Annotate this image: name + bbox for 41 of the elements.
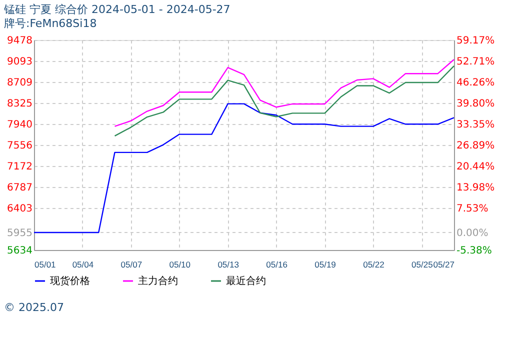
y2-tick-label: 0.00%	[456, 228, 488, 239]
line-series	[33, 103, 455, 234]
x-tick-label: 05/10	[169, 260, 191, 270]
text: © 2025.07	[4, 301, 64, 314]
x-tick-label: 05/07	[120, 260, 142, 270]
line-series	[114, 58, 455, 127]
y2-tick-label: 52.71%	[456, 56, 495, 68]
x-tick-label: 05/01	[34, 260, 56, 270]
x-tick-label: 05/04	[72, 260, 94, 270]
x-tick-label: 05/27	[433, 260, 455, 270]
x-tick-label: 05/22	[363, 260, 385, 270]
y-tick-label: 8325	[7, 98, 32, 110]
y-tick-label: 8709	[7, 78, 32, 89]
legend-label: 主力合约	[138, 275, 178, 287]
y-tick-label: 5634	[7, 246, 32, 256]
x-tick-label: 05/16	[266, 260, 288, 270]
x-tick-label: 05/19	[314, 260, 336, 270]
y2-tick-label: 59.17%	[456, 36, 495, 46]
y-tick-label: 9478	[7, 36, 32, 46]
y2-tick-label: 39.80%	[456, 98, 495, 110]
legend-label: 最近合约	[226, 275, 266, 287]
x-tick-label: 05/25	[412, 260, 434, 270]
y2-tick-label: 13.98%	[456, 182, 495, 194]
y2-tick-label: 7.53%	[456, 204, 488, 214]
line-series	[114, 65, 455, 137]
chart-subtitle: 牌号:FeMn68Si18	[4, 17, 97, 30]
y-tick-label: 6403	[7, 203, 32, 214]
y-tick-label: 5955	[7, 228, 32, 239]
y-tick-label: 7172	[7, 161, 32, 172]
legend-label: 现货价格	[50, 275, 90, 287]
y2-tick-label: 46.26%	[456, 78, 495, 88]
y-tick-label: 6787	[7, 182, 32, 194]
y2-tick-label: 33.35%	[456, 120, 495, 130]
x-tick-label: 05/13	[218, 260, 240, 270]
y-tick-label: 9093	[7, 56, 32, 68]
y-tick-label: 7556	[7, 140, 32, 152]
y2-tick-label: -5.38%	[456, 246, 492, 256]
y2-tick-label: 26.89%	[456, 140, 495, 152]
chart-title: 锰硅 宁夏 综合价 2024-05-01 - 2024-05-27	[3, 3, 230, 16]
y2-tick-label: 20.44%	[456, 162, 495, 172]
y-tick-label: 7940	[7, 120, 32, 131]
